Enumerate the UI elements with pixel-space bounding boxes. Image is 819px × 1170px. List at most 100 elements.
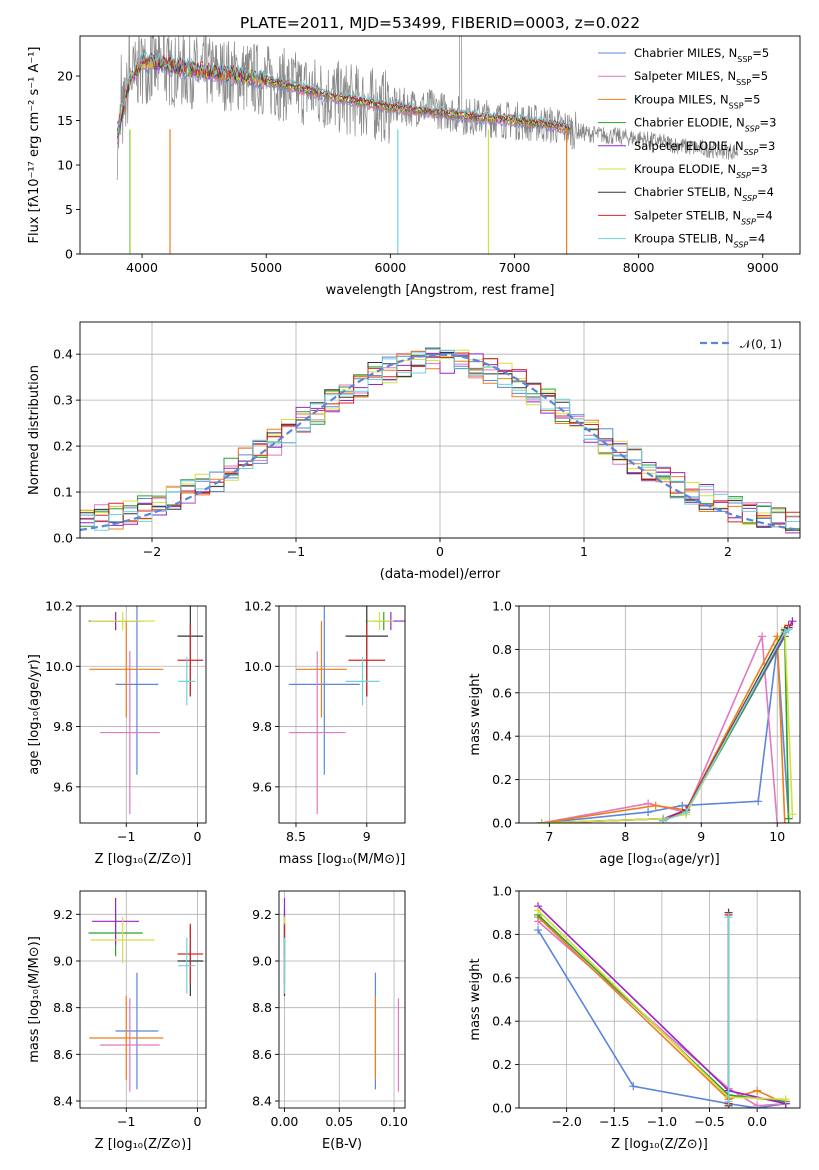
x-tick-label: 9000 [747, 260, 779, 275]
legend-entry: Kroupa MILES, NSSP=5 [634, 92, 760, 110]
y-tick-label: 0.2 [492, 1057, 512, 1072]
residual-histogram [80, 352, 800, 525]
y-tick-label: 10.0 [45, 659, 73, 674]
series-line [541, 633, 786, 823]
y-tick-label: 9.2 [53, 907, 73, 922]
series-marker [758, 632, 767, 641]
series-marker [534, 926, 543, 935]
axes-frame [278, 605, 406, 824]
x-tick-label: −1 [117, 829, 135, 844]
y-tick-label: 0.2 [53, 439, 73, 454]
y-tick-label: 8.8 [252, 1000, 272, 1015]
residual-histogram [80, 349, 800, 525]
y-tick-label: 0.6 [492, 685, 512, 700]
y-tick-label: 0.6 [492, 970, 512, 985]
y-tick-label: 15 [57, 113, 73, 128]
series-line [663, 629, 789, 822]
series-marker [754, 797, 763, 806]
x-tick-label: 9 [363, 829, 371, 844]
x-tick-label: −1 [117, 1114, 135, 1129]
axes-frame [518, 890, 801, 1109]
y-tick-label: 0.4 [53, 347, 73, 362]
y-axis-label: mass [log₁₀(M/M⊙)] [27, 936, 42, 1063]
x-tick-label: 0 [436, 544, 444, 559]
y-tick-label: 10 [57, 158, 73, 173]
x-tick-label: −1.0 [647, 1114, 677, 1129]
y-tick-label: 0.1 [53, 485, 73, 500]
series-line [541, 636, 778, 823]
series-marker [659, 816, 668, 823]
panel-mass-vs-ebv: 0.00 0.05 0.10 8.4 8.6 8.8 9.0 9.2 E(B-V) [252, 890, 408, 1152]
x-tick-label: 0.10 [380, 1114, 408, 1129]
y-tick-label: 1.0 [492, 599, 512, 614]
series-marker [629, 1082, 638, 1091]
x-tick-label: 9 [697, 829, 705, 844]
series-marker [537, 819, 546, 823]
y-axis-label: Normed distribution [27, 365, 42, 495]
plot-area [537, 617, 797, 823]
series-marker [651, 801, 660, 810]
y-tick-label: 9.8 [252, 719, 272, 734]
series-line [537, 916, 787, 1105]
model-spectrum [117, 51, 571, 133]
x-tick-label: −1 [287, 544, 305, 559]
x-tick-label: 2 [724, 544, 732, 559]
y-tick-label: 0.4 [492, 729, 512, 744]
y-axis-label: Flux [fλ10⁻¹⁷ erg cm⁻² s⁻¹ A⁻¹] [27, 47, 42, 244]
x-axis-label: mass [log₁₀(M/M⊙)] [279, 852, 406, 867]
y-tick-label: 0.4 [492, 1014, 512, 1029]
y-tick-label: 0.8 [492, 642, 512, 657]
panel-age-vs-mass: 8.5 9 9.6 9.8 10.0 10.2 mass [log₁₀(M/M⊙)] [244, 599, 406, 867]
y-tick-label: 0.2 [492, 772, 512, 787]
y-axis-label: mass weight [468, 673, 483, 755]
x-axis-label: age [log₁₀(age/yr)] [599, 852, 720, 867]
x-tick-label: −2.0 [551, 1114, 581, 1129]
x-tick-label: 1 [580, 544, 588, 559]
panel-age-vs-z: −1 0 9.6 9.8 10.0 10.2 Z [log₁₀(Z/Z⊙)] age [log… [27, 599, 207, 867]
y-tick-label: 5 [65, 202, 73, 217]
y-tick-label: 0.8 [492, 927, 512, 942]
series-marker [781, 1095, 790, 1104]
legend-entry: Chabrier STELIB, NSSP=4 [634, 185, 774, 203]
model-spectrum [116, 52, 571, 132]
x-tick-label: 10 [769, 829, 785, 844]
residual-histogram [80, 352, 800, 527]
series-marker [780, 819, 789, 823]
series-marker [534, 906, 543, 915]
axes-frame [278, 890, 406, 1109]
series-marker [784, 814, 793, 823]
y-axis-label: mass weight [468, 958, 483, 1040]
x-tick-label: 7000 [499, 260, 531, 275]
plot-area [88, 606, 204, 814]
axes-frame [79, 35, 801, 255]
x-axis-label: (data-model)/error [380, 567, 501, 582]
series-marker [724, 913, 733, 922]
x-axis-label: wavelength [Angstrom, rest frame] [326, 283, 555, 298]
series-marker [682, 808, 691, 817]
panel-massweight-vs-age: 7 8 9 10 0.0 0.2 0.4 0.6 0.8 1.0 age [log₁₀(age/yr… [468, 599, 801, 867]
y-tick-label: 9.2 [252, 907, 272, 922]
y-tick-label: 0.0 [492, 816, 512, 831]
legend-entry: Salpeter ELODIE, NSSP=3 [634, 139, 775, 157]
y-tick-label: 9.0 [53, 954, 73, 969]
legend-entry: Kroupa STELIB, NSSP=4 [634, 232, 765, 250]
plot-area [116, 36, 739, 254]
x-tick-label: 0.05 [325, 1114, 353, 1129]
plot-area [80, 347, 800, 534]
y-tick-label: 10.0 [244, 659, 272, 674]
data-spectrum [116, 36, 739, 181]
legend-entry: 𝒩(0, 1) [740, 337, 782, 351]
legend-entry: Salpeter STELIB, NSSP=4 [634, 208, 773, 226]
y-axis-label: age [log₁₀(age/yr)] [27, 654, 42, 775]
y-tick-label: 20 [57, 69, 73, 84]
series-line [541, 633, 790, 823]
x-tick-label: 0 [193, 829, 201, 844]
y-tick-label: 8.4 [53, 1094, 73, 1109]
gaussian-curve [80, 353, 800, 531]
y-tick-label: 8.4 [252, 1094, 272, 1109]
series-marker [773, 819, 782, 823]
x-tick-label: 5000 [250, 260, 282, 275]
residual-histogram [80, 348, 800, 531]
y-tick-label: 9.6 [53, 779, 73, 794]
x-tick-label: 0 [193, 1114, 201, 1129]
